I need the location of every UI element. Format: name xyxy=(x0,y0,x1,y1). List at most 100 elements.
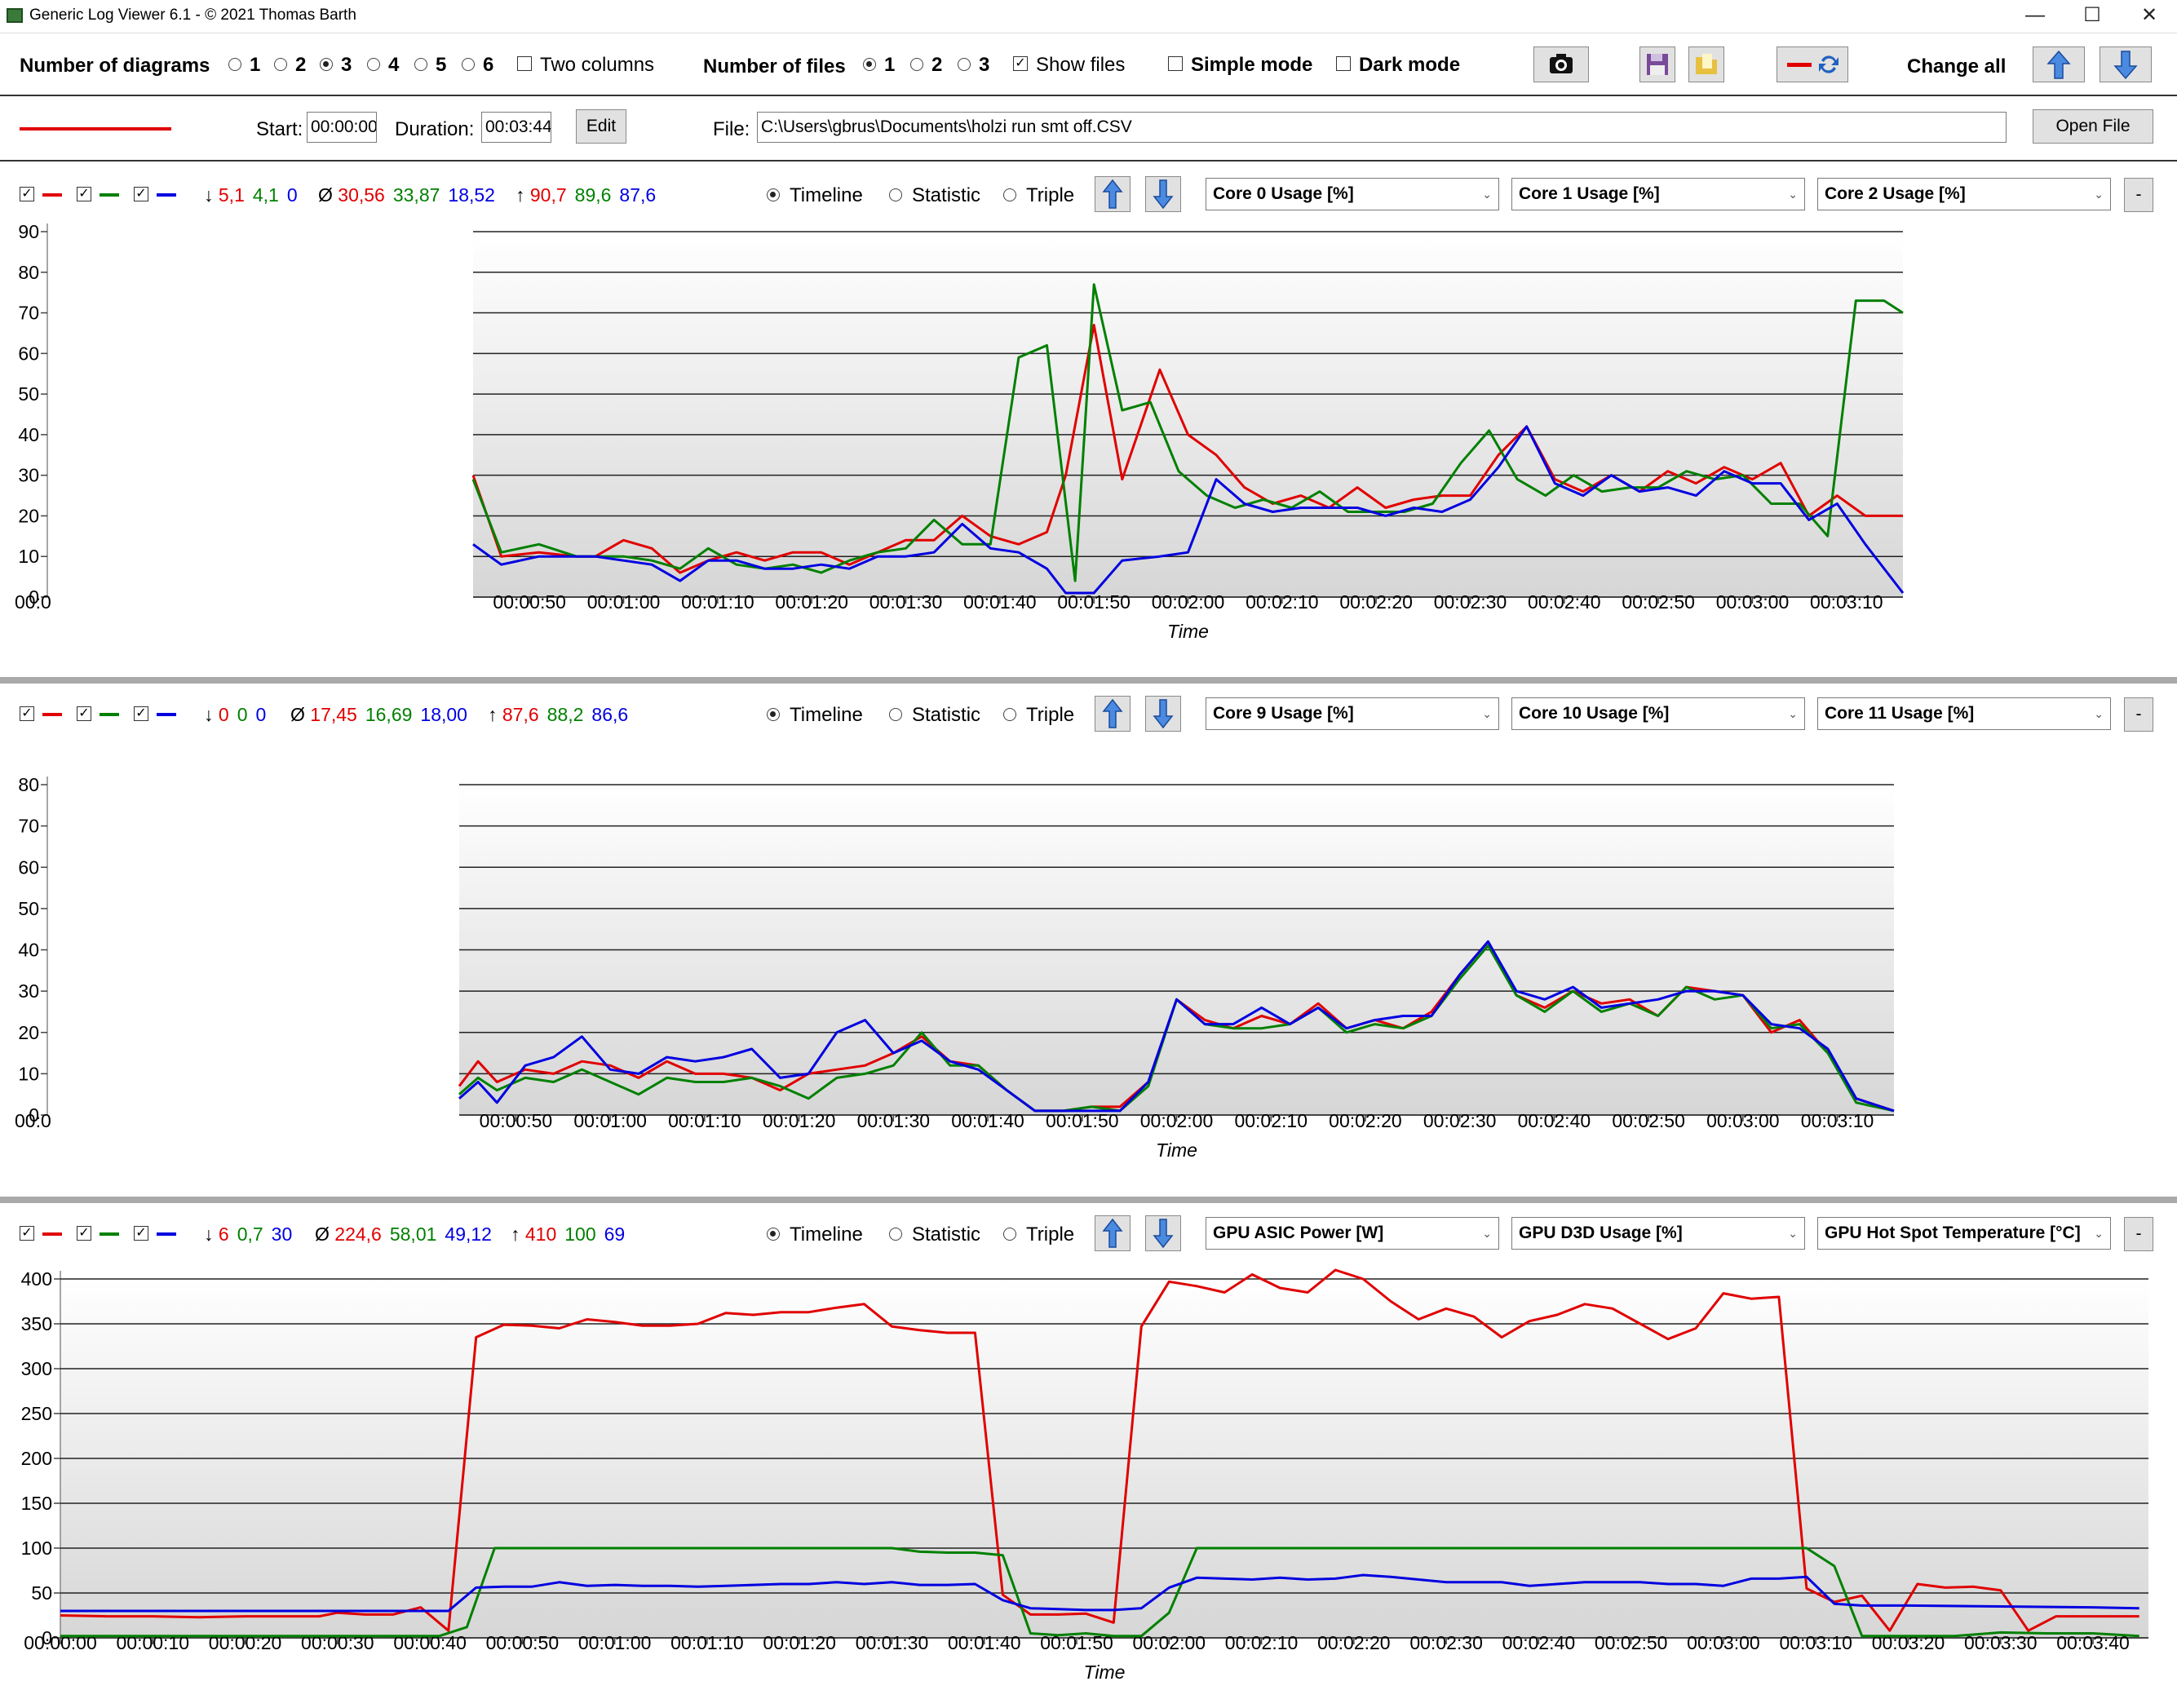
move-down-all-arrow-icon[interactable] xyxy=(2100,46,2152,82)
series-blue-checkbox[interactable]: ✓ xyxy=(134,1226,148,1241)
x-tick-label: 00:02:10 xyxy=(1225,1632,1299,1653)
two-columns-checkbox[interactable] xyxy=(517,56,532,71)
file-color-swatch[interactable] xyxy=(20,127,171,131)
move-up-all-arrow-icon[interactable] xyxy=(2033,46,2085,82)
series-red-checkbox[interactable]: ✓ xyxy=(20,187,34,201)
swap-color-icon[interactable] xyxy=(1777,46,1848,82)
series-red-swatch[interactable] xyxy=(42,193,62,197)
view-radio-statistic[interactable] xyxy=(889,708,902,721)
x-tick-label: 00:02:30 xyxy=(1423,1110,1497,1131)
diagrams-radio-3[interactable] xyxy=(320,58,333,71)
series-blue-checkbox[interactable]: ✓ xyxy=(134,706,148,721)
series-red-swatch[interactable] xyxy=(42,713,62,716)
stat-max-blue: 87,6 xyxy=(619,184,657,206)
stat-min-symbol: ↓ xyxy=(204,1223,219,1245)
move-down-arrow-icon[interactable] xyxy=(1145,696,1181,732)
view-radio-timeline[interactable] xyxy=(767,708,780,721)
series-blue-swatch[interactable] xyxy=(157,713,176,716)
series-line-blue xyxy=(472,425,1905,595)
remove-diagram-button[interactable]: - xyxy=(2124,178,2153,212)
move-down-arrow-icon[interactable] xyxy=(1145,176,1181,212)
view-radio-triple[interactable] xyxy=(1003,188,1016,201)
save-floppy-icon[interactable] xyxy=(1639,46,1675,82)
series-select-green[interactable]: Core 1 Usage [%] ⌄ xyxy=(1511,178,1805,210)
view-radio-triple[interactable] xyxy=(1003,1228,1016,1241)
dark-mode-checkbox[interactable] xyxy=(1336,56,1351,71)
diagrams-radio-2[interactable] xyxy=(274,58,287,71)
view-radio-statistic[interactable] xyxy=(889,1228,902,1241)
x-tick-label: 00:02:00 xyxy=(1152,591,1225,613)
view-radio-triple[interactable] xyxy=(1003,708,1016,721)
diagrams-radio-5[interactable] xyxy=(414,58,427,71)
series-select-blue[interactable]: Core 2 Usage [%] ⌄ xyxy=(1817,178,2111,210)
remove-diagram-button[interactable]: - xyxy=(2124,1217,2153,1251)
y-tick-label: 40 xyxy=(18,424,39,445)
files-radio-3[interactable] xyxy=(958,58,971,71)
diagram-separator[interactable] xyxy=(0,1197,2177,1203)
x-tick-label: 00:01:20 xyxy=(775,591,848,613)
x-tick-label: 00:01:40 xyxy=(948,1632,1021,1653)
diagrams-radio-4[interactable] xyxy=(367,58,380,71)
series-red-checkbox[interactable]: ✓ xyxy=(20,706,34,721)
diagram-separator[interactable] xyxy=(0,677,2177,684)
series-select-green[interactable]: Core 10 Usage [%] ⌄ xyxy=(1511,697,1805,730)
screenshot-camera-icon[interactable] xyxy=(1533,46,1589,82)
series-select-blue[interactable]: Core 11 Usage [%] ⌄ xyxy=(1817,697,2111,730)
series-select-red[interactable]: Core 0 Usage [%] ⌄ xyxy=(1206,178,1499,210)
stat-min-blue: 0 xyxy=(286,184,298,206)
view-label-timeline: Timeline xyxy=(790,1223,863,1246)
start-input[interactable]: 00:00:00 xyxy=(307,112,377,143)
series-red-checkbox[interactable]: ✓ xyxy=(20,1226,34,1241)
simple-mode-checkbox[interactable] xyxy=(1168,56,1183,71)
move-up-arrow-icon[interactable] xyxy=(1095,176,1131,212)
series-red-swatch[interactable] xyxy=(42,1232,62,1236)
y-tick-label: 70 xyxy=(18,816,39,837)
open-folder-icon[interactable] xyxy=(1688,46,1724,82)
series-green-checkbox[interactable]: ✓ xyxy=(77,187,91,201)
stat-max-green: 88,2 xyxy=(546,704,584,725)
series-line-red xyxy=(60,1268,2139,1632)
diagrams-radio-6[interactable] xyxy=(462,58,475,71)
y-tick-label: 150 xyxy=(21,1493,52,1514)
show-files-checkbox[interactable]: ✓ xyxy=(1013,56,1028,71)
remove-diagram-button[interactable]: - xyxy=(2124,697,2153,732)
view-radio-statistic[interactable] xyxy=(889,188,902,201)
x-tick-label: 00:02:40 xyxy=(1528,591,1601,613)
maximize-icon[interactable]: ☐ xyxy=(2083,4,2101,26)
series-select-blue[interactable]: GPU Hot Spot Temperature [°C] ⌄ xyxy=(1817,1217,2111,1250)
series-blue-swatch[interactable] xyxy=(157,1232,176,1236)
y-tick-label: 60 xyxy=(18,856,39,878)
series-blue-checkbox[interactable]: ✓ xyxy=(134,187,148,201)
close-icon[interactable]: ✕ xyxy=(2140,4,2158,26)
file-path-input[interactable]: C:\Users\gbrus\Documents\holzi run smt o… xyxy=(757,112,2007,143)
show-files-label: Show files xyxy=(1036,54,1126,76)
series-select-green[interactable]: GPU D3D Usage [%] ⌄ xyxy=(1511,1217,1805,1250)
x-tick-label: 00:00:50 xyxy=(493,591,566,613)
view-radio-timeline[interactable] xyxy=(767,1228,780,1241)
y-tick-label: 60 xyxy=(18,343,39,364)
series-green-swatch[interactable] xyxy=(100,193,119,197)
view-radio-timeline[interactable] xyxy=(767,188,780,201)
files-radio-2[interactable] xyxy=(910,58,923,71)
move-up-arrow-icon[interactable] xyxy=(1095,1215,1131,1251)
open-file-button[interactable]: Open File xyxy=(2033,109,2153,144)
minimize-icon[interactable]: — xyxy=(2025,4,2045,26)
edit-button[interactable]: Edit xyxy=(576,109,626,144)
series-green-checkbox[interactable]: ✓ xyxy=(77,1226,91,1241)
y-tick-label: 20 xyxy=(18,505,39,526)
y-tick-label: 80 xyxy=(18,774,39,795)
series-green-checkbox[interactable]: ✓ xyxy=(77,706,91,721)
move-up-arrow-icon[interactable] xyxy=(1095,696,1131,732)
x-axis-title: Time xyxy=(1156,1139,1197,1161)
series-select-red[interactable]: Core 9 Usage [%] ⌄ xyxy=(1206,697,1499,730)
move-down-arrow-icon[interactable] xyxy=(1145,1215,1181,1251)
series-blue-swatch[interactable] xyxy=(157,193,176,197)
series-select-blue-value: GPU Hot Spot Temperature [°C] xyxy=(1825,1223,2081,1242)
files-radio-1[interactable] xyxy=(863,58,876,71)
series-green-swatch[interactable] xyxy=(100,713,119,716)
diagrams-radio-1[interactable] xyxy=(228,58,241,71)
series-select-red[interactable]: GPU ASIC Power [W] ⌄ xyxy=(1206,1217,1499,1250)
series-green-swatch[interactable] xyxy=(100,1232,119,1236)
duration-input[interactable]: 00:03:44 xyxy=(481,112,551,143)
